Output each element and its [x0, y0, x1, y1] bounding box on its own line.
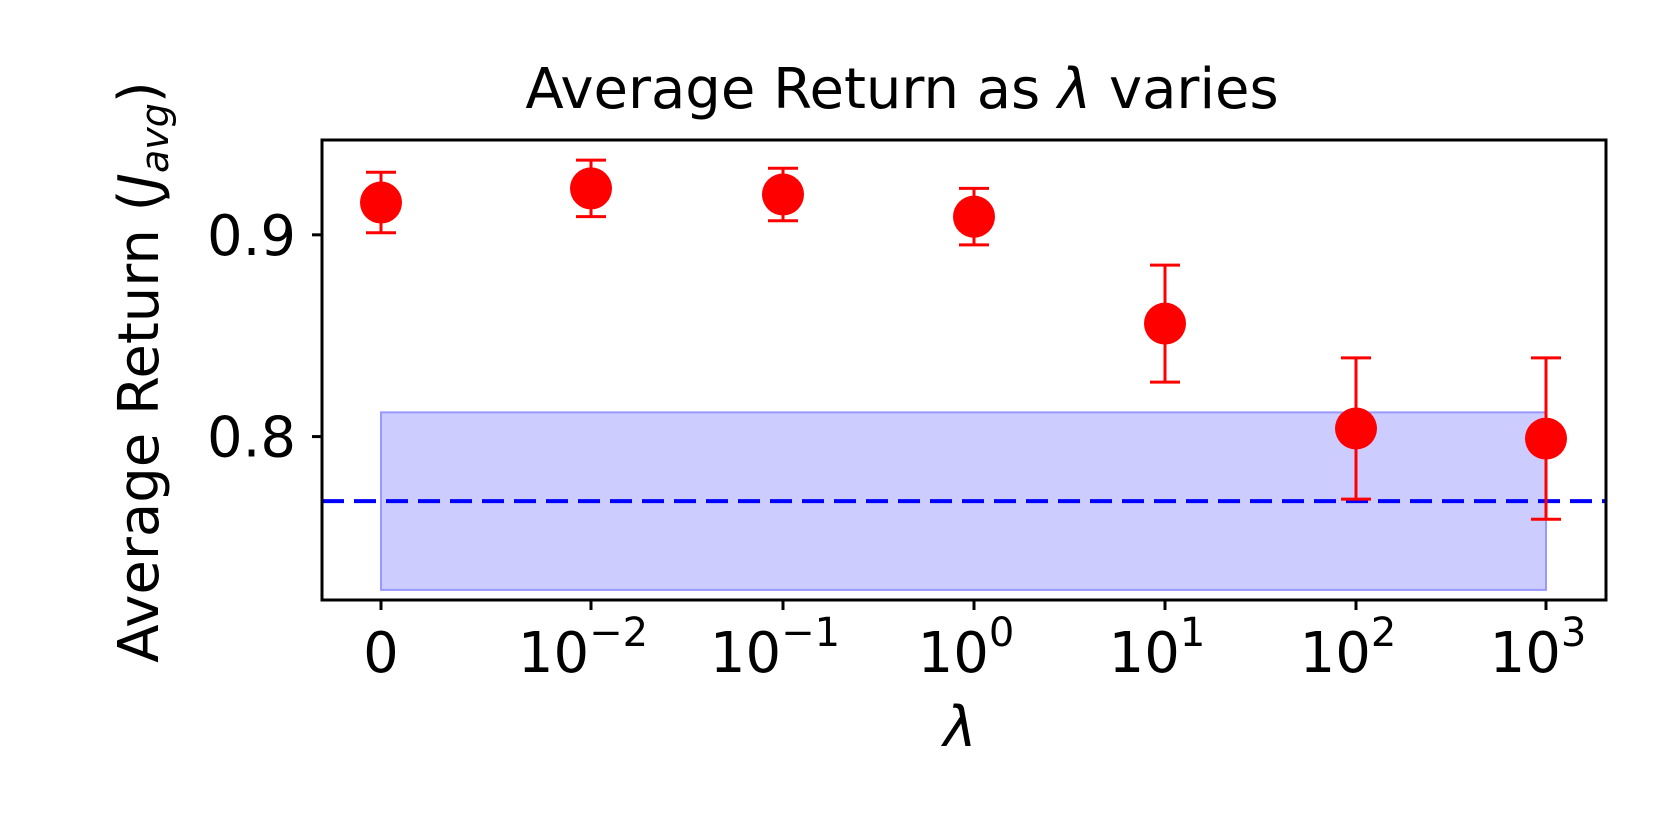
data-point-group — [762, 166, 804, 223]
y-tick-label: 0.8 — [207, 406, 296, 471]
data-point — [570, 167, 612, 210]
x-axis: 0 10−2 10−1 100 101 102 103 — [363, 600, 1586, 686]
y-axis-label: Average Return (Javg) — [107, 81, 177, 663]
data-point-group — [1144, 263, 1186, 384]
y-axis: 0.8 0.9 — [207, 204, 322, 471]
axes-frame — [320, 138, 1608, 602]
x-tick-label: 101 — [1109, 610, 1206, 686]
data-point — [1525, 417, 1567, 460]
x-tick-label: 100 — [918, 610, 1015, 686]
x-axis-label: λ — [940, 695, 976, 760]
data-point-group — [360, 170, 402, 235]
x-tick-label: 10−1 — [710, 610, 840, 686]
chart-title: Average Return as λ varies — [525, 57, 1278, 122]
data-point — [953, 195, 995, 238]
data-point — [1144, 302, 1186, 345]
x-tick-label: 103 — [1490, 610, 1587, 686]
data-point — [1335, 407, 1377, 450]
data-point-group — [1525, 356, 1567, 521]
data-point — [360, 181, 402, 224]
y-tick-label: 0.9 — [207, 204, 296, 269]
x-tick-label: 10−2 — [518, 610, 648, 686]
x-tick-label: 102 — [1300, 610, 1397, 686]
data-point — [762, 173, 804, 216]
data-point-group — [1335, 356, 1377, 501]
x-tick-label: 0 — [363, 621, 399, 686]
plot-area — [320, 138, 1608, 602]
data-points — [360, 158, 1567, 521]
data-point-group — [953, 186, 995, 247]
data-point-group — [570, 158, 612, 219]
